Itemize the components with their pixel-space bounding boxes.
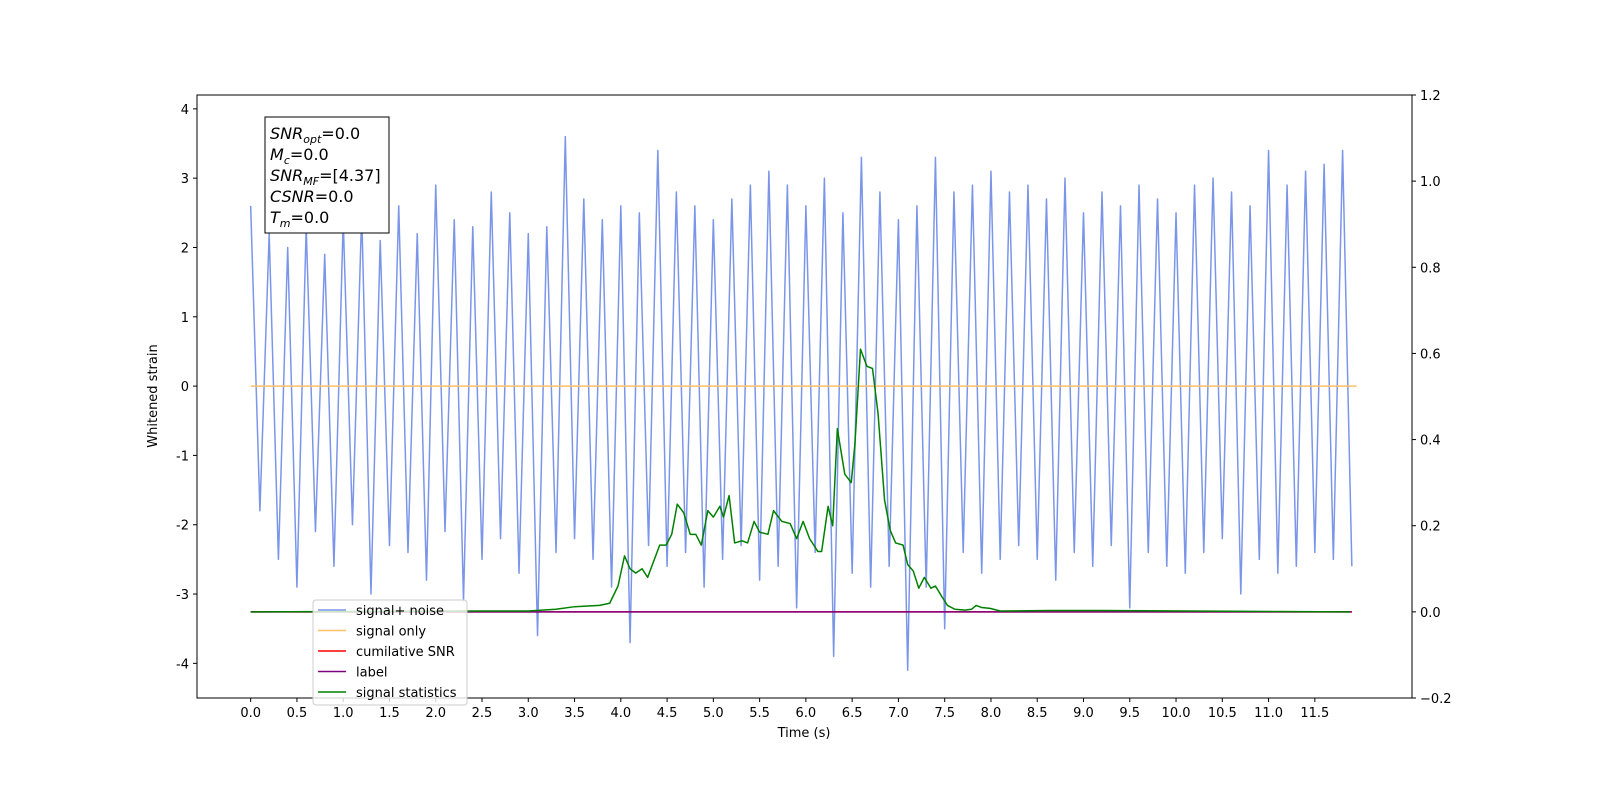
y-tick-label: -2 <box>176 519 189 534</box>
series-line <box>250 348 1351 613</box>
y-axis-label: Whitened strain <box>146 344 161 447</box>
x-tick-label: 9.5 <box>1119 706 1140 721</box>
y2-tick-label: 1.0 <box>1420 175 1441 190</box>
x-tick-label: 9.0 <box>1073 706 1094 721</box>
y2-tick-label: 0.6 <box>1420 347 1441 362</box>
y-tick-label: -1 <box>176 449 189 464</box>
axes-frame <box>196 94 1413 699</box>
y2-tick-label: 1.2 <box>1420 89 1441 104</box>
legend-box <box>312 599 468 706</box>
x-tick-label: 6.0 <box>796 706 817 721</box>
annotation-value: =0.0 <box>291 208 330 227</box>
x-tick-label: 4.0 <box>610 706 631 721</box>
x-tick-label: 10.0 <box>1162 706 1191 721</box>
annotation-value: =0.0 <box>321 124 360 143</box>
annotation-symbol: CSNR <box>270 187 315 206</box>
annotation-symbol: SNR <box>270 166 303 185</box>
y2-tick-label: 0.4 <box>1420 434 1441 449</box>
y-tick-label: -4 <box>176 657 189 672</box>
annotation-symbol: SNR <box>270 124 303 143</box>
x-tick-label: 7.0 <box>888 706 909 721</box>
x-tick-label: 5.0 <box>703 706 724 721</box>
y-tick-label: 1 <box>181 311 189 326</box>
annotation: Tm=0.0 <box>270 208 329 230</box>
series-line <box>249 135 1353 672</box>
y2-tick-label: 0.8 <box>1420 261 1441 276</box>
x-tick-label: 4.5 <box>657 706 678 721</box>
legend-label: label <box>356 666 387 681</box>
annotation: CSNR=0.0 <box>270 187 354 206</box>
x-tick-label: 10.5 <box>1208 706 1237 721</box>
x-tick-label: 2.0 <box>425 706 446 721</box>
annotation-subscript: opt <box>303 133 322 146</box>
annotation: Mc=0.0 <box>270 145 329 167</box>
y-tick-label: 0 <box>181 380 189 395</box>
legend-label: signal+ noise <box>356 604 444 619</box>
annotation-value: =0.0 <box>315 187 354 206</box>
x-tick-label: 7.5 <box>934 706 955 721</box>
y2-tick-label: 0.0 <box>1420 606 1441 621</box>
x-tick-label: 0.0 <box>240 706 261 721</box>
annotation-value: =[4.37] <box>319 166 381 185</box>
x-tick-label: 5.5 <box>749 706 770 721</box>
annotation-box <box>264 116 390 234</box>
annotation: SNRopt=0.0 <box>270 124 360 146</box>
annotation-subscript: m <box>280 217 291 230</box>
y2-tick-label: −0.2 <box>1420 692 1452 707</box>
annotation-symbol: M <box>270 145 284 164</box>
x-tick-label: 3.5 <box>564 706 585 721</box>
legend-label: signal statistics <box>356 686 457 701</box>
annotation-subscript: MF <box>303 175 319 188</box>
annotation-subscript: c <box>284 154 290 167</box>
x-tick-label: 11.0 <box>1254 706 1283 721</box>
y-tick-label: 2 <box>181 241 189 256</box>
x-axis-label: Time (s) <box>777 726 831 741</box>
y-tick-label: 3 <box>181 172 189 187</box>
annotation-value: =0.0 <box>290 145 329 164</box>
annotation-symbol: T <box>270 208 281 227</box>
y2-tick-label: 0.2 <box>1420 520 1441 535</box>
x-tick-label: 1.0 <box>333 706 354 721</box>
x-tick-label: 3.0 <box>518 706 539 721</box>
y-tick-label: 4 <box>181 103 189 118</box>
y-tick-label: -3 <box>176 588 189 603</box>
legend-label: cumilative SNR <box>356 645 455 660</box>
x-tick-label: 1.5 <box>379 706 400 721</box>
annotation: SNRMF=[4.37] <box>270 166 381 188</box>
x-tick-label: 8.5 <box>1027 706 1048 721</box>
legend-label: signal only <box>356 625 426 640</box>
x-tick-label: 2.5 <box>472 706 493 721</box>
x-tick-label: 6.5 <box>842 706 863 721</box>
x-tick-label: 8.0 <box>981 706 1002 721</box>
x-tick-label: 11.5 <box>1300 706 1329 721</box>
x-tick-label: 0.5 <box>287 706 308 721</box>
